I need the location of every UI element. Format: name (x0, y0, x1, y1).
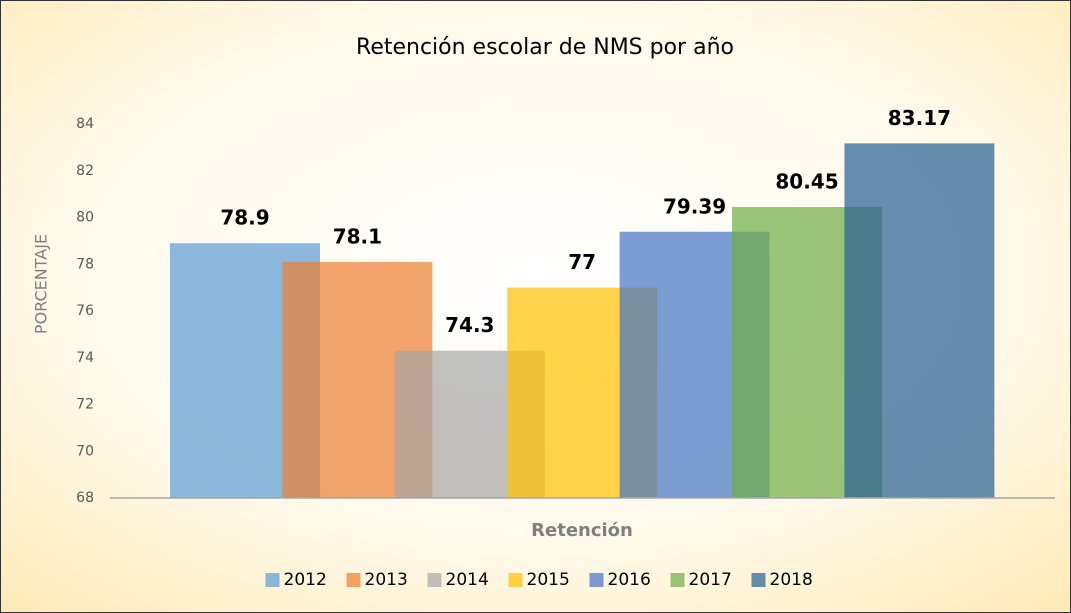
legend-swatch (346, 573, 361, 587)
data-label: 77 (568, 250, 596, 274)
y-tick-label: 72 (76, 397, 94, 413)
chart-title: Retención escolar de NMS por año (356, 35, 734, 60)
legend-swatch (508, 573, 523, 587)
legend-swatch (427, 573, 442, 587)
data-label: 83.17 (888, 106, 951, 130)
legend-label: 2013 (365, 570, 408, 590)
legend-label: 2018 (770, 570, 813, 590)
y-tick-label: 76 (76, 303, 94, 319)
legend-label: 2017 (689, 570, 732, 590)
x-axis-label: Retención (531, 520, 633, 541)
y-tick-label: 84 (76, 116, 94, 132)
legend-label: 2014 (446, 570, 489, 590)
data-label: 74.3 (445, 313, 494, 337)
y-tick-label: 74 (76, 350, 94, 366)
bar (844, 143, 995, 498)
data-label: 78.1 (333, 224, 382, 248)
y-tick-label: 78 (76, 256, 94, 272)
legend-swatch (589, 573, 604, 587)
y-tick-label: 82 (76, 163, 94, 179)
y-tick-label: 70 (76, 443, 94, 459)
legend-label: 2012 (284, 570, 327, 590)
y-tick-label: 80 (76, 210, 94, 226)
y-axis-label: PORCENTAJE (32, 234, 51, 334)
legend-swatch (751, 573, 766, 587)
data-label: 79.39 (663, 194, 726, 218)
data-label: 80.45 (775, 169, 838, 193)
legend-swatch (265, 573, 280, 587)
y-tick-label: 68 (76, 490, 94, 506)
legend-label: 2015 (527, 570, 570, 590)
legend-label: 2016 (608, 570, 651, 590)
legend-swatch (670, 573, 685, 587)
data-label: 78.9 (220, 206, 269, 230)
